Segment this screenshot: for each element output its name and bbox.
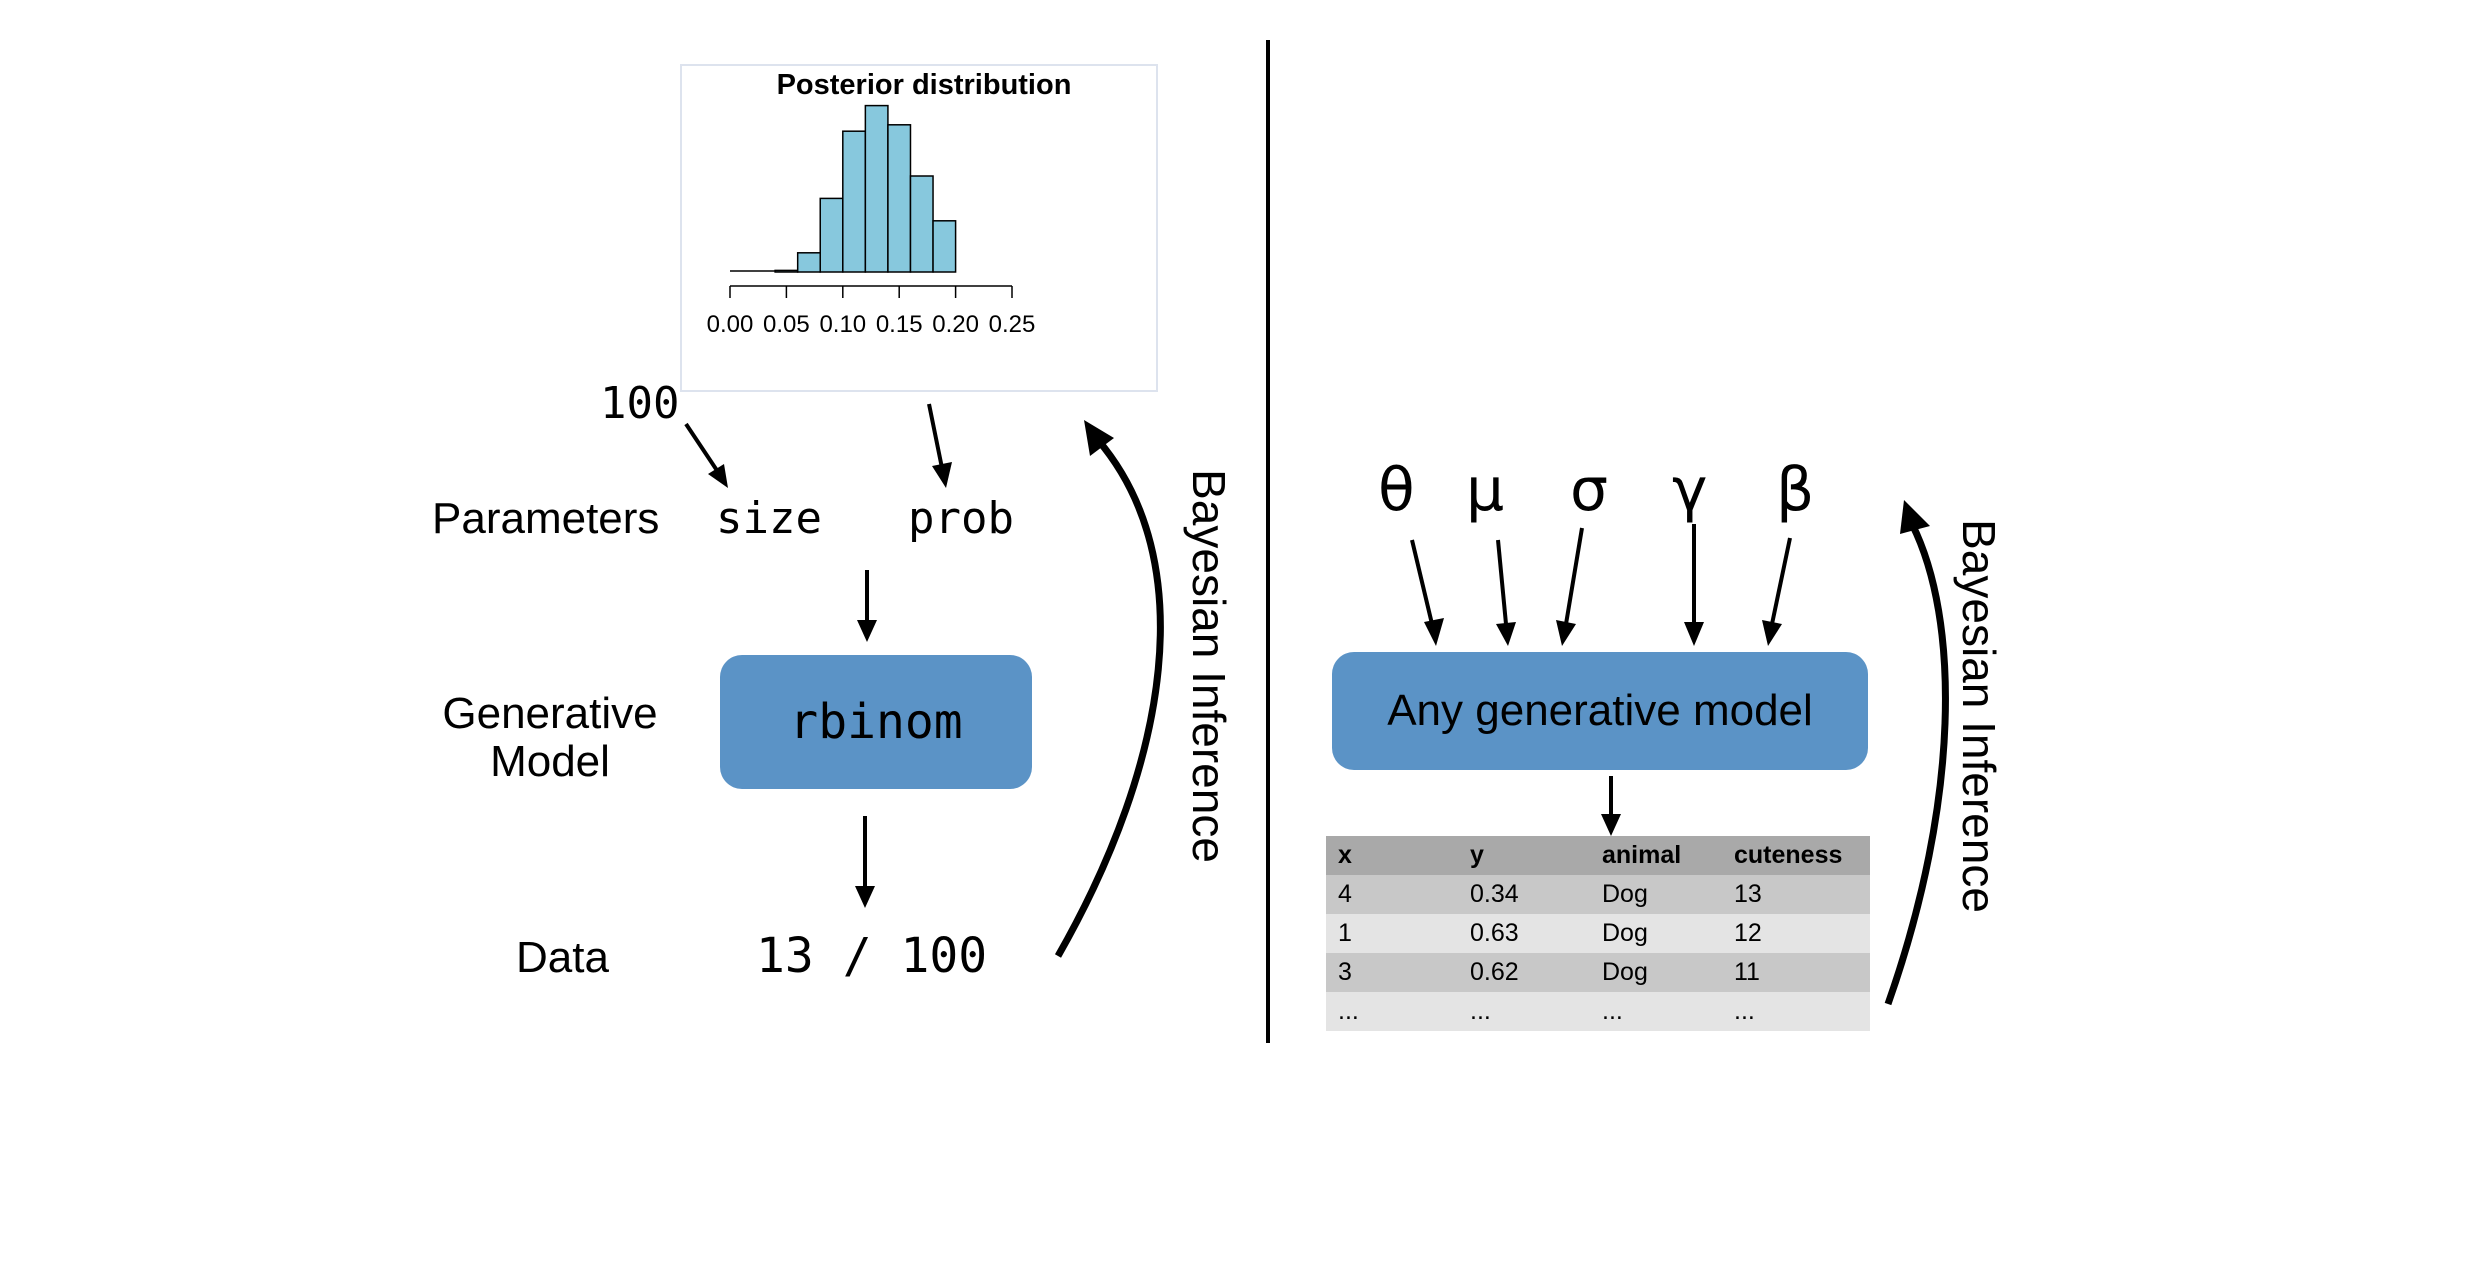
table-row: 3 0.62 Dog 11	[1326, 953, 1870, 992]
arrow-sigma-to-model	[1564, 527, 1584, 625]
arrow-theta-to-model	[1410, 539, 1434, 625]
arrowhead	[1424, 618, 1444, 646]
x-tick-label: 0.20	[932, 311, 979, 338]
arrowhead	[1684, 622, 1704, 646]
rbinom-model-box: rbinom	[720, 655, 1032, 789]
x-tick-label: 0.05	[763, 311, 810, 338]
arrowhead	[708, 464, 728, 488]
arrowhead	[1601, 814, 1621, 836]
table-cell: Dog	[1590, 953, 1722, 992]
table-cell: 13	[1722, 875, 1870, 914]
param-mu: μ	[1466, 455, 1505, 525]
bayesian-inference-arrow-right	[1884, 522, 1949, 1006]
param-size: size	[716, 493, 822, 544]
table-row: ... ... ... ...	[1326, 992, 1870, 1031]
table-cell: 0.63	[1458, 914, 1590, 953]
arrowhead	[1900, 500, 1930, 534]
table-cell: ...	[1590, 992, 1722, 1031]
arrow-beta-to-model	[1770, 537, 1792, 625]
table-cell: Dog	[1590, 875, 1722, 914]
table-header: animal	[1590, 836, 1722, 875]
table-cell: 1	[1326, 914, 1458, 953]
arrowhead	[932, 462, 952, 488]
arrowhead	[1556, 620, 1576, 646]
generative-model-label: Generative Model	[430, 690, 670, 786]
arrowhead	[1762, 620, 1782, 646]
table-cell: ...	[1326, 992, 1458, 1031]
x-tick-label: 0.00	[707, 311, 754, 338]
panel-divider	[1266, 40, 1270, 1043]
x-tick-label: 0.25	[989, 311, 1036, 338]
table-cell: 11	[1722, 953, 1870, 992]
arrow-mu-to-model	[1496, 539, 1508, 625]
table-cell: 3	[1326, 953, 1458, 992]
chart-title: Posterior distribution	[777, 69, 1072, 101]
arrowhead	[857, 620, 877, 642]
size-value: 100	[600, 378, 680, 429]
arrow-posterior-to-prob	[927, 403, 944, 469]
data-label: Data	[516, 933, 609, 982]
param-prob: prob	[908, 493, 1014, 544]
rbinom-label: rbinom	[789, 694, 963, 750]
param-beta: β	[1776, 455, 1815, 525]
generative-model-label-line2: Model	[490, 737, 610, 786]
x-tick-label: 0.10	[819, 311, 866, 338]
generative-model-label-line1: Generative	[442, 689, 658, 738]
table-header: x	[1326, 836, 1458, 875]
param-sigma: σ	[1570, 455, 1609, 525]
table-cell: 4	[1326, 875, 1458, 914]
bayesian-inference-arrow-left	[1054, 437, 1164, 958]
parameters-label: Parameters	[432, 494, 660, 543]
table-cell: Dog	[1590, 914, 1722, 953]
posterior-histogram: Posterior distribution 0.00 0.05 0.10 0.15 0…	[680, 64, 1158, 392]
table-cell: 0.62	[1458, 953, 1590, 992]
data-value: 13 / 100	[756, 928, 988, 984]
any-generative-model-label: Any generative model	[1387, 686, 1813, 735]
table-cell: 0.34	[1458, 875, 1590, 914]
arrowhead	[1496, 622, 1516, 646]
table-row: 1 0.63 Dog 12	[1326, 914, 1870, 953]
any-generative-model-box: Any generative model	[1332, 652, 1868, 770]
param-gamma: γ	[1672, 455, 1708, 525]
arrowhead	[1084, 420, 1114, 456]
data-table: x y animal cuteness 4 0.34 Dog 13 1 0.63…	[1326, 836, 1870, 1031]
table-header: cuteness	[1722, 836, 1870, 875]
table-cell: ...	[1458, 992, 1590, 1031]
hist-bar	[932, 220, 957, 273]
table-header-row: x y animal cuteness	[1326, 836, 1870, 875]
table-cell: 12	[1722, 914, 1870, 953]
table-cell: ...	[1722, 992, 1870, 1031]
param-theta: θ	[1378, 455, 1415, 525]
table-row: 4 0.34 Dog 13	[1326, 875, 1870, 914]
arrowhead	[855, 886, 875, 908]
x-tick-label: 0.15	[876, 311, 923, 338]
table-header: y	[1458, 836, 1590, 875]
